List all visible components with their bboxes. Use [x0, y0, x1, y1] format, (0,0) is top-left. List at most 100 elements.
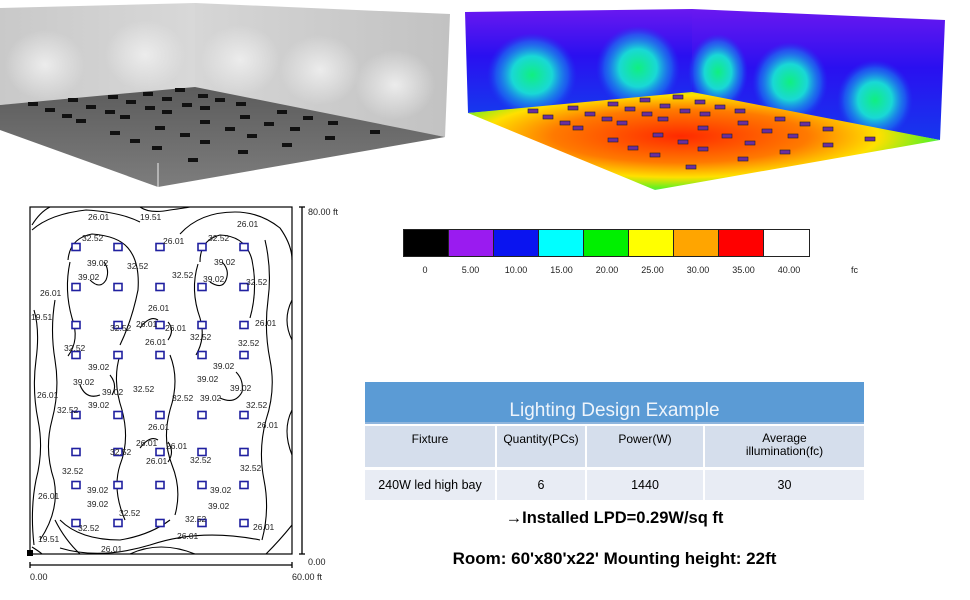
fixture-marker: [197, 480, 207, 490]
x-axis-right-label: 60.00 ft: [292, 572, 323, 582]
fixture-marker: [155, 242, 165, 252]
header-fixture: Fixture: [365, 426, 495, 467]
contour-label: 26.01: [148, 303, 170, 313]
fixture-marker: [239, 242, 249, 252]
fixture-marker: [113, 410, 123, 420]
contour-label: 39.02: [87, 258, 109, 268]
fixture-marker: [113, 242, 123, 252]
contour-label: 32.52: [82, 233, 104, 243]
contour-label: 39.02: [214, 257, 236, 267]
legend-swatch: [539, 230, 584, 256]
fixture-marker: [155, 350, 165, 360]
contour-label: 32.52: [133, 384, 155, 394]
contour-label: 39.02: [208, 501, 230, 511]
contour-label: 32.52: [57, 405, 79, 415]
contour-label: 26.01: [88, 212, 110, 222]
legend-label: 5.00: [461, 265, 480, 275]
legend-label: 20.00: [595, 265, 619, 275]
legend-label: 40.00: [777, 265, 801, 275]
contour-label: 26.01: [165, 323, 187, 333]
contour-label: 26.01: [237, 219, 259, 229]
legend-swatch: [494, 230, 539, 256]
contour-label: 32.52: [64, 343, 86, 353]
fixture-marker: [239, 410, 249, 420]
header-average-line2: illumination(fc): [745, 444, 824, 458]
contour-label: 39.02: [210, 485, 232, 495]
contour-label: 39.02: [87, 485, 109, 495]
contour-label: 32.52: [127, 261, 149, 271]
grayscale-room-render: [0, 3, 450, 187]
illuminance-color-legend: 0 5.00 10.00 15.00 20.00 25.00 30.00 35.00 40.00…: [403, 229, 858, 275]
fixture-marker: [113, 282, 123, 292]
contour-label: 32.52: [110, 447, 132, 457]
contour-label: 39.02: [203, 274, 225, 284]
contour-label: 32.52: [119, 508, 141, 518]
contour-label: 39.02: [102, 387, 124, 397]
contour-label: 26.01: [177, 531, 199, 541]
legend-label: 0: [422, 265, 428, 275]
fixture-marker: [239, 447, 249, 457]
fixture-marker: [197, 410, 207, 420]
contour-label: 32.52: [208, 233, 230, 243]
fixture-marker: [155, 320, 165, 330]
installed-lpd-text: →Installed LPD=0.29W/sq ft: [505, 509, 724, 527]
contour-label: 39.02: [78, 272, 100, 282]
fixture-marker: [71, 242, 81, 252]
false-color-illuminance-render: [465, 9, 945, 190]
fixture-marker: [155, 518, 165, 528]
contour-label: 26.01: [40, 288, 62, 298]
contour-label: 26.01: [257, 420, 279, 430]
contour-label: 26.01: [148, 422, 170, 432]
header-power: Power(W): [587, 426, 703, 467]
legend-swatch: [674, 230, 719, 256]
contour-label: 19.51: [140, 212, 162, 222]
header-average-line1: Average: [762, 431, 807, 445]
contour-label: 26.01: [253, 522, 275, 532]
fixture-marker: [113, 480, 123, 490]
fixture-markers: [71, 242, 249, 528]
contour-label: 39.02: [200, 393, 222, 403]
fixture-marker: [239, 320, 249, 330]
legend-swatch: [764, 230, 809, 256]
fixture-marker: [155, 480, 165, 490]
contour-label: 26.01: [37, 390, 59, 400]
contour-label: 26.01: [136, 438, 158, 448]
contour-label: 26.01: [145, 337, 167, 347]
fixture-marker: [239, 480, 249, 490]
fixture-marker: [155, 282, 165, 292]
contour-label: 26.01: [38, 491, 60, 501]
legend-swatch: [719, 230, 764, 256]
legend-swatch: [404, 230, 449, 256]
fixture-marker: [113, 518, 123, 528]
fixture-marker: [197, 518, 207, 528]
fixture-marker: [113, 320, 123, 330]
fixture-marker: [239, 518, 249, 528]
contour-label: 32.52: [172, 393, 194, 403]
lighting-design-table: Lighting Design Example Fixture Quantity…: [365, 382, 864, 500]
fixture-marker: [71, 480, 81, 490]
contour-label: 19.51: [38, 534, 60, 544]
fixture-marker: [71, 410, 81, 420]
fixture-marker: [197, 350, 207, 360]
header-average-illumination: Average illumination(fc): [705, 426, 864, 467]
contour-label: 26.01: [163, 236, 185, 246]
contour-label: 32.52: [246, 277, 268, 287]
room-dimensions-text: Room: 60'x80'x22' Mounting height: 22ft: [452, 549, 777, 568]
contour-label: 32.52: [238, 338, 260, 348]
cell-quantity: 6: [497, 470, 585, 500]
fixture-marker: [155, 410, 165, 420]
contour-label: 39.02: [230, 383, 252, 393]
contour-label: 32.52: [246, 400, 268, 410]
fixture-marker: [239, 350, 249, 360]
legend-label: 10.00: [504, 265, 528, 275]
cell-power: 1440: [587, 470, 703, 500]
contour-label: 26.01: [255, 318, 277, 328]
legend-swatches: [403, 229, 810, 257]
fixture-marker: [113, 447, 123, 457]
table-title: Lighting Design Example: [365, 382, 864, 424]
contour-label: 32.52: [185, 514, 207, 524]
cell-average-illumination: 30: [705, 470, 864, 500]
y-axis-top-label: 80.00 ft: [308, 207, 339, 217]
contour-label: 26.01: [166, 441, 188, 451]
